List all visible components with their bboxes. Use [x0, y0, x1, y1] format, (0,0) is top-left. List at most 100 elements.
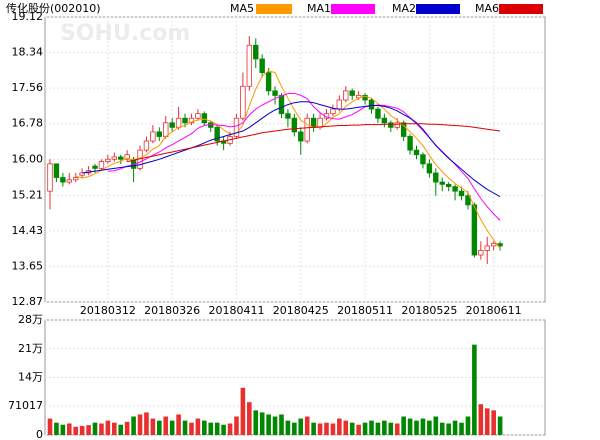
candle-body — [278, 95, 285, 115]
candle-body — [433, 172, 439, 183]
volume-bar — [478, 404, 484, 435]
volume-bar — [208, 422, 214, 435]
x-tick-label: 20180511 — [337, 304, 393, 317]
candle-body — [73, 177, 79, 181]
volume-bar — [420, 418, 426, 435]
volume-bar — [401, 416, 406, 435]
volume-bar — [465, 416, 471, 435]
volume-bar — [407, 418, 413, 435]
volume-bar — [394, 423, 400, 435]
legend-label: MA10 — [307, 2, 338, 15]
candle-body — [394, 122, 400, 128]
volume-bar — [414, 420, 419, 435]
volume-bar — [54, 422, 59, 435]
ma-line — [75, 70, 501, 249]
candle-body — [336, 99, 343, 110]
volume-bar — [369, 420, 374, 435]
candle-body — [413, 149, 420, 156]
legend-label: MA20 — [392, 2, 423, 15]
y-tick-label: 18.34 — [12, 46, 44, 59]
volume-bar — [47, 418, 53, 435]
volume-bar — [169, 420, 175, 435]
volume-bar — [330, 423, 336, 435]
legend-swatch — [256, 4, 292, 14]
volume-bar — [459, 422, 464, 435]
candle-body — [375, 108, 381, 119]
x-tick-label: 20180326 — [144, 304, 200, 317]
candle-body — [420, 154, 426, 165]
volume-bar — [86, 425, 91, 435]
candle-body — [298, 131, 304, 142]
ma-line — [127, 123, 501, 163]
x-tick-label: 20180411 — [208, 304, 264, 317]
y-tick-label: 19.12 — [12, 10, 44, 23]
candle-body — [465, 195, 471, 206]
volume-bar — [189, 422, 194, 435]
volume-bar — [157, 420, 162, 435]
candle-body — [445, 183, 452, 188]
candle-body — [233, 117, 240, 137]
candle-body — [253, 44, 259, 60]
volume-tick-label: 21万 — [18, 342, 43, 355]
candle-body — [92, 165, 98, 169]
candle-body — [381, 117, 388, 124]
candle-body — [426, 163, 433, 174]
volume-bar — [343, 420, 349, 435]
y-tick-label: 12.87 — [12, 295, 44, 308]
volume-tick-label: 28万 — [18, 313, 43, 326]
volume-bar — [356, 424, 361, 435]
candle-body — [439, 181, 445, 185]
legend-swatch — [331, 4, 375, 14]
candle-body — [349, 90, 355, 96]
candle-body — [330, 108, 336, 115]
candle-body — [79, 172, 85, 176]
volume-bar — [292, 422, 297, 435]
volume-bar — [234, 416, 239, 435]
candle-body — [47, 163, 53, 192]
candle-body — [484, 245, 490, 251]
volume-bar — [491, 410, 496, 435]
volume-bar — [427, 420, 432, 435]
chart-title: 传化股份(002010) — [6, 1, 101, 15]
volume-bar — [317, 423, 323, 435]
candle-body — [208, 122, 214, 128]
candle-body — [368, 99, 375, 110]
candle-body — [400, 122, 407, 137]
volume-bar — [375, 422, 381, 435]
volume-bar — [382, 420, 387, 435]
volume-bar — [176, 414, 181, 435]
candle-body — [53, 163, 60, 178]
volume-bar — [439, 422, 445, 435]
candle-body — [201, 113, 208, 124]
candle-body — [105, 158, 111, 162]
volume-bar — [195, 418, 201, 435]
volume-bar — [221, 424, 226, 435]
candle-body — [118, 156, 124, 160]
volume-bar — [285, 420, 291, 435]
volume-bar — [99, 423, 104, 435]
volume-bar — [112, 422, 117, 435]
volume-bar — [337, 418, 342, 435]
candle-body — [272, 90, 278, 96]
volume-bar — [202, 420, 207, 435]
candle-body — [175, 117, 182, 128]
candle-body — [362, 95, 368, 101]
legend-swatch — [499, 4, 543, 14]
volume-bar — [105, 420, 111, 435]
candle-body — [143, 140, 150, 151]
volume-bar — [247, 402, 252, 435]
volume-bar — [324, 422, 329, 435]
candle-body — [182, 117, 188, 124]
candle-body — [66, 179, 72, 183]
volume-bar — [272, 416, 278, 435]
legend-label: MA5 — [230, 2, 254, 15]
candle-body — [150, 131, 156, 142]
volume-bar — [484, 408, 490, 435]
candle-body — [169, 122, 175, 128]
candle-body — [452, 186, 458, 192]
candle-body — [285, 113, 291, 119]
volume-bar — [259, 412, 265, 435]
legend-label: MA60 — [475, 2, 506, 15]
volume-bar — [388, 422, 394, 435]
